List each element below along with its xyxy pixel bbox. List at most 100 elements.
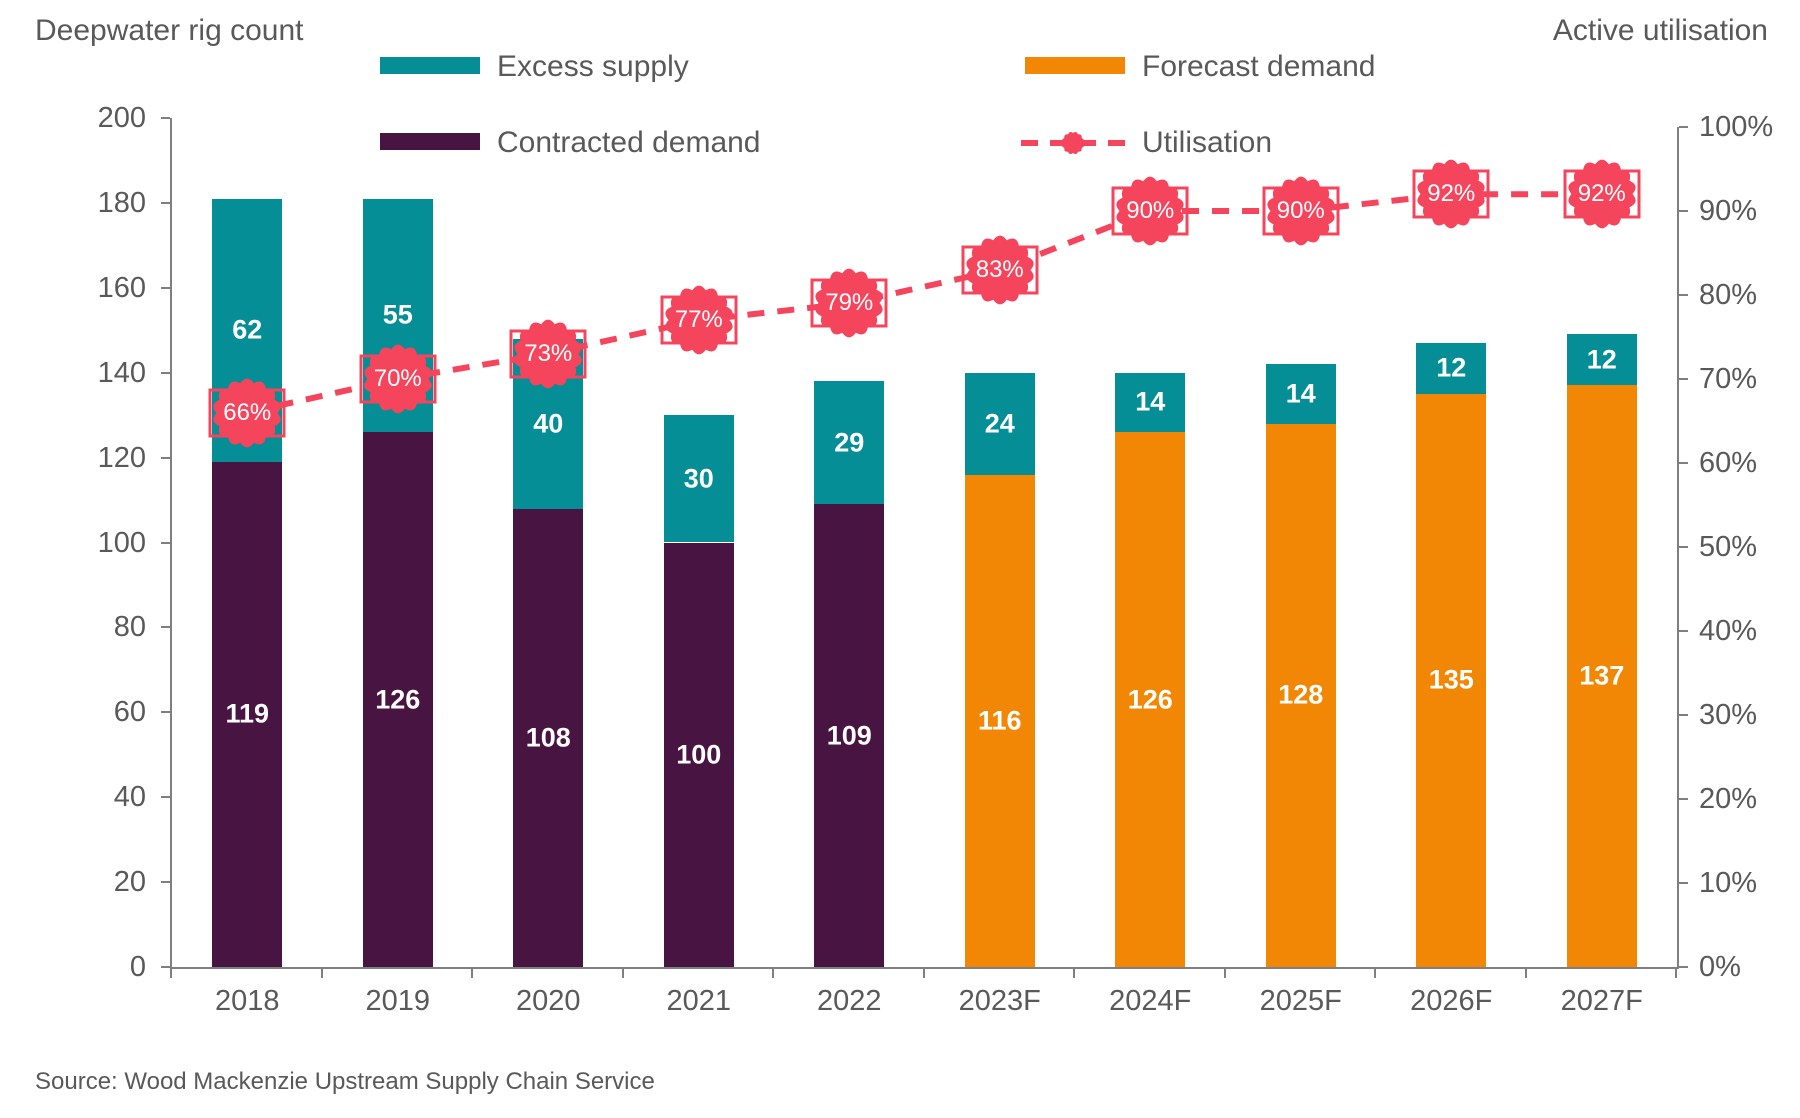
left-axis-tick-label: 160 [97, 271, 146, 304]
x-axis-label: 2021 [666, 985, 732, 1017]
x-axis-label: 2025F [1259, 985, 1342, 1017]
x-axis-tick [170, 969, 172, 978]
left-axis-tick [161, 117, 170, 119]
source-text: Source: Wood Mackenzie Upstream Supply C… [35, 1068, 655, 1095]
right-axis-tick [1679, 798, 1688, 800]
x-axis-label: 2023F [958, 985, 1041, 1017]
x-axis-tick [1675, 969, 1677, 978]
left-axis-tick-label: 200 [97, 102, 146, 134]
x-axis-line [170, 967, 1679, 969]
x-axis-tick [922, 969, 925, 978]
bar-segment-excess [1416, 342, 1487, 394]
left-axis-tick [161, 626, 170, 629]
bar-segment-forecast [1566, 385, 1637, 967]
bar-value-label-excess: 62 [232, 314, 263, 345]
left-axis-tick-label: 60 [113, 696, 146, 729]
left-axis-tick-label: 120 [97, 441, 146, 474]
x-axis-tick [471, 969, 473, 978]
left-axis-tick [161, 796, 170, 799]
bar-value-label-bottom: 137 [1579, 660, 1625, 691]
bar-value-label-bottom: 126 [375, 684, 421, 715]
right-axis-tick [1679, 630, 1688, 632]
bar-value-label-excess: 55 [382, 299, 413, 330]
legend-swatch-excess-supply [380, 57, 480, 74]
left-axis-tick-label: 180 [97, 186, 146, 219]
bar-value-label-bottom: 128 [1278, 679, 1324, 710]
x-axis-tick [1524, 969, 1527, 978]
right-axis-tick [1679, 546, 1688, 548]
right-axis-tick-label: 80% [1699, 279, 1758, 311]
bar-segment-contracted [362, 432, 433, 967]
left-axis-line [170, 118, 172, 969]
right-axis-tick-label: 30% [1699, 699, 1758, 731]
left-axis-tick-label: 80 [113, 611, 146, 644]
left-axis-tick-label: 40 [113, 781, 146, 814]
left-axis-tick [161, 201, 170, 204]
bar-value-label-excess: 24 [984, 408, 1015, 439]
bar-segment-contracted [663, 542, 734, 967]
x-axis-tick [1374, 969, 1376, 978]
bar-segment-contracted [513, 508, 584, 967]
bar-value-label-bottom: 126 [1127, 684, 1173, 715]
bar-value-label-bottom: 119 [225, 698, 270, 729]
legend-swatch-contracted-demand [380, 133, 480, 150]
right-axis-tick [1679, 714, 1688, 716]
bar-value-label-bottom: 108 [525, 722, 571, 753]
left-axis-tick [161, 711, 170, 714]
left-axis-tick-label: 0 [129, 951, 146, 983]
left-axis-tick-label: 140 [97, 356, 146, 389]
x-axis-tick [621, 969, 624, 978]
bar-segment-forecast [1115, 432, 1186, 967]
x-axis-label: 2022 [816, 985, 882, 1017]
bar-segment-excess [964, 372, 1035, 475]
bar-segment-excess [1115, 372, 1186, 433]
right-axis-tick [1679, 126, 1688, 128]
bar-segment-excess [814, 381, 885, 505]
right-axis-tick [1679, 294, 1688, 296]
bar-value-label-bottom: 100 [676, 739, 722, 770]
bar-segment-contracted [814, 504, 885, 967]
bar-value-label-bottom: 109 [826, 720, 872, 751]
right-axis-tick-label: 90% [1699, 195, 1758, 227]
left-axis-tick [161, 966, 170, 968]
legend-label-utilisation: Utilisation [1142, 126, 1273, 159]
right-axis-tick [1679, 378, 1688, 380]
bar-segment-forecast [1265, 423, 1336, 967]
right-axis-line [1677, 127, 1679, 969]
bar-value-label-excess: 40 [533, 408, 564, 439]
left-axis-tick [161, 881, 170, 884]
bar-segment-contracted [212, 461, 283, 967]
left-axis-tick [161, 371, 170, 374]
right-axis-tick-label: 20% [1699, 783, 1758, 815]
left-axis-tick [161, 541, 170, 544]
left-axis-title: Deepwater rig count [35, 14, 304, 47]
bar-value-label-bottom: 116 [977, 705, 1022, 736]
x-axis-tick [320, 969, 323, 978]
left-axis-tick-label: 100 [97, 526, 146, 559]
bar-value-label-excess: 14 [1285, 378, 1316, 409]
right-axis-tick-label: 60% [1699, 447, 1758, 479]
bar-value-label-excess: 14 [1135, 386, 1166, 417]
left-axis-tick [161, 286, 170, 289]
right-axis-tick [1679, 882, 1688, 884]
right-axis-title: Active utilisation [1552, 14, 1768, 47]
x-axis-label: 2018 [214, 985, 280, 1017]
left-axis-tick-label: 20 [113, 866, 146, 899]
bar-segment-forecast [1416, 393, 1487, 967]
right-axis-tick [1679, 210, 1688, 212]
right-axis-tick-label: 70% [1699, 363, 1758, 395]
x-axis-tick [1223, 969, 1226, 978]
bar-segment-excess [663, 415, 734, 543]
right-axis-tick [1679, 462, 1688, 464]
bar-value-label-excess: 12 [1436, 352, 1467, 383]
legend-label-contracted-demand: Contracted demand [497, 126, 761, 159]
right-axis-tick-label: 100% [1699, 111, 1774, 143]
x-axis-label: 2020 [515, 985, 581, 1017]
bar-segment-excess [1566, 334, 1637, 386]
x-axis-tick [772, 969, 774, 978]
bar-value-label-bottom: 135 [1428, 664, 1474, 695]
x-axis-label: 2024F [1109, 985, 1192, 1017]
